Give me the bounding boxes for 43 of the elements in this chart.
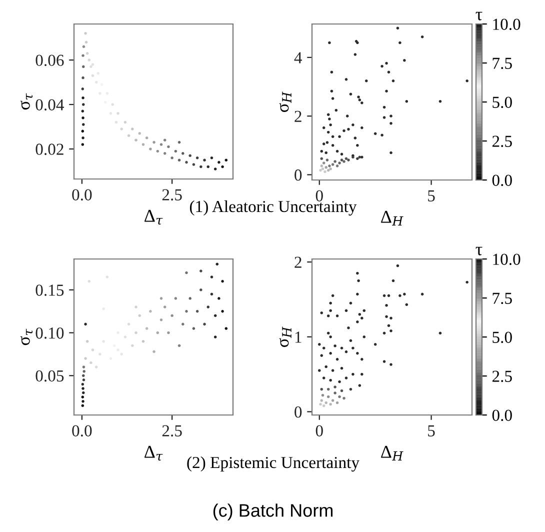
color-bar-label: 10.0 [493,18,520,30]
color-bar-label: 2.5 [492,370,512,382]
y-tick-label: 0.05 [36,370,64,382]
y-tick-label: 0 [294,169,302,181]
x-tick-label: 0 [316,425,323,436]
y-tick-label: 0.02 [36,144,64,155]
x-axis-title: Δ$_{H}$ [381,210,404,226]
y-tick-label: 0 [294,406,302,418]
color-bar-label: 0.0 [492,174,512,186]
y-axis-title: σ$_{τ}$ [20,328,33,346]
x-tick-label: 2.5 [162,425,182,437]
x-tick-label: 5 [428,425,435,436]
color-bar-label: 10.0 [493,254,520,266]
x-axis-title: Δ$_{H}$ [381,446,404,461]
x-tick-label: 0.0 [72,189,92,201]
y-tick-label: 0.04 [36,99,64,111]
x-tick-label: 2.5 [162,189,182,201]
color-bar-label: 2.5 [492,136,512,148]
y-tick-label: 4 [294,52,302,64]
text: (1) Aleatoric Uncertainty [190,200,357,216]
text: (2) Epistemic Uncertainty [187,456,360,472]
x-tick-label: 0.0 [72,425,92,437]
x-tick-label: 5 [428,190,435,202]
x-axis-title: Δ$_{τ}$ [144,446,163,461]
y-tick-label: 2 [294,110,302,122]
y-tick-label: 2 [294,256,302,268]
y-tick-label: 0.15 [36,284,64,296]
y-tick-label: 0.10 [36,327,64,339]
x-axis-title: Δ$_{τ}$ [144,210,163,225]
color-bar-label: 5.0 [492,332,512,344]
x-tick-label: 0 [316,190,323,202]
y-tick-label: 0.06 [36,54,64,66]
y-tick-label: 1 [295,332,302,343]
y-axis-title: σ$_{τ}$ [20,93,33,110]
color-bar-label: 5.0 [492,96,512,108]
y-axis-title: σ$_{H}$ [279,92,292,112]
text: (c) Batch Norm [213,504,333,520]
color-bar-label: 0.0 [492,410,512,422]
y-axis-title: σ$_{H}$ [279,326,292,348]
color-bar-label: 7.5 [492,58,512,70]
color-bar-label: 7.5 [492,292,512,304]
color-bar-title: τ [476,12,482,20]
color-bar-title: τ [476,246,482,256]
